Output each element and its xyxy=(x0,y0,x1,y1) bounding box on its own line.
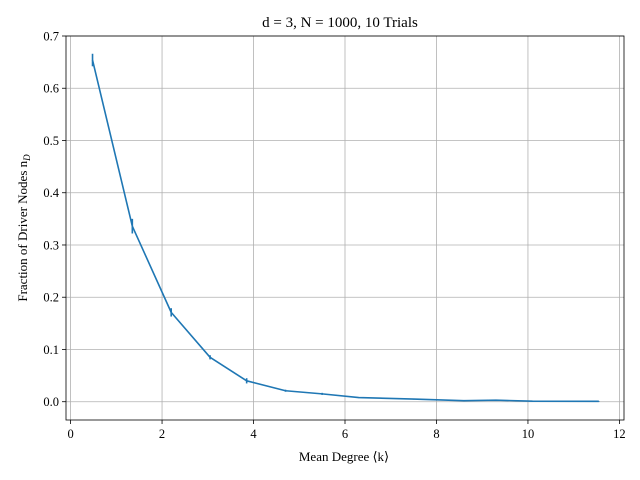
series-line xyxy=(91,59,599,403)
x-tick-label: 12 xyxy=(613,427,626,441)
tick-layer: 0 2 4 6 8 10 12 0.0 0.1 0.2 0.3 0.4 0.5 0.6 0.7 xyxy=(43,30,625,442)
y-tick-label: 0.1 xyxy=(43,343,59,357)
y-axis-label-subscript: D xyxy=(22,154,32,162)
y-tick-label: 0.5 xyxy=(43,134,59,148)
y-tick-label: 0.6 xyxy=(43,82,59,96)
chart-title: d = 3, N = 1000, 10 Trials xyxy=(262,15,418,31)
y-axis-label: Fraction of Driver Nodes nD xyxy=(15,154,32,302)
y-tick-label: 0.2 xyxy=(43,291,59,305)
x-tick-label: 10 xyxy=(522,427,535,441)
grid-layer xyxy=(66,35,624,420)
y-tick-label: 0.4 xyxy=(43,186,59,200)
y-tick-label: 0.7 xyxy=(43,30,59,44)
x-tick-label: 0 xyxy=(67,427,73,441)
x-tick-label: 2 xyxy=(159,427,165,441)
x-tick-label: 6 xyxy=(342,427,348,441)
x-tick-label: 4 xyxy=(250,427,257,441)
data-layer xyxy=(91,53,600,403)
y-tick-label: 0.3 xyxy=(43,238,59,252)
y-axis-label-main: Fraction of Driver Nodes n xyxy=(15,160,30,301)
x-axis-label: Mean Degree ⟨k⟩ xyxy=(299,449,389,464)
x-tick-label: 8 xyxy=(433,427,439,441)
y-tick-label: 0.0 xyxy=(43,395,59,409)
